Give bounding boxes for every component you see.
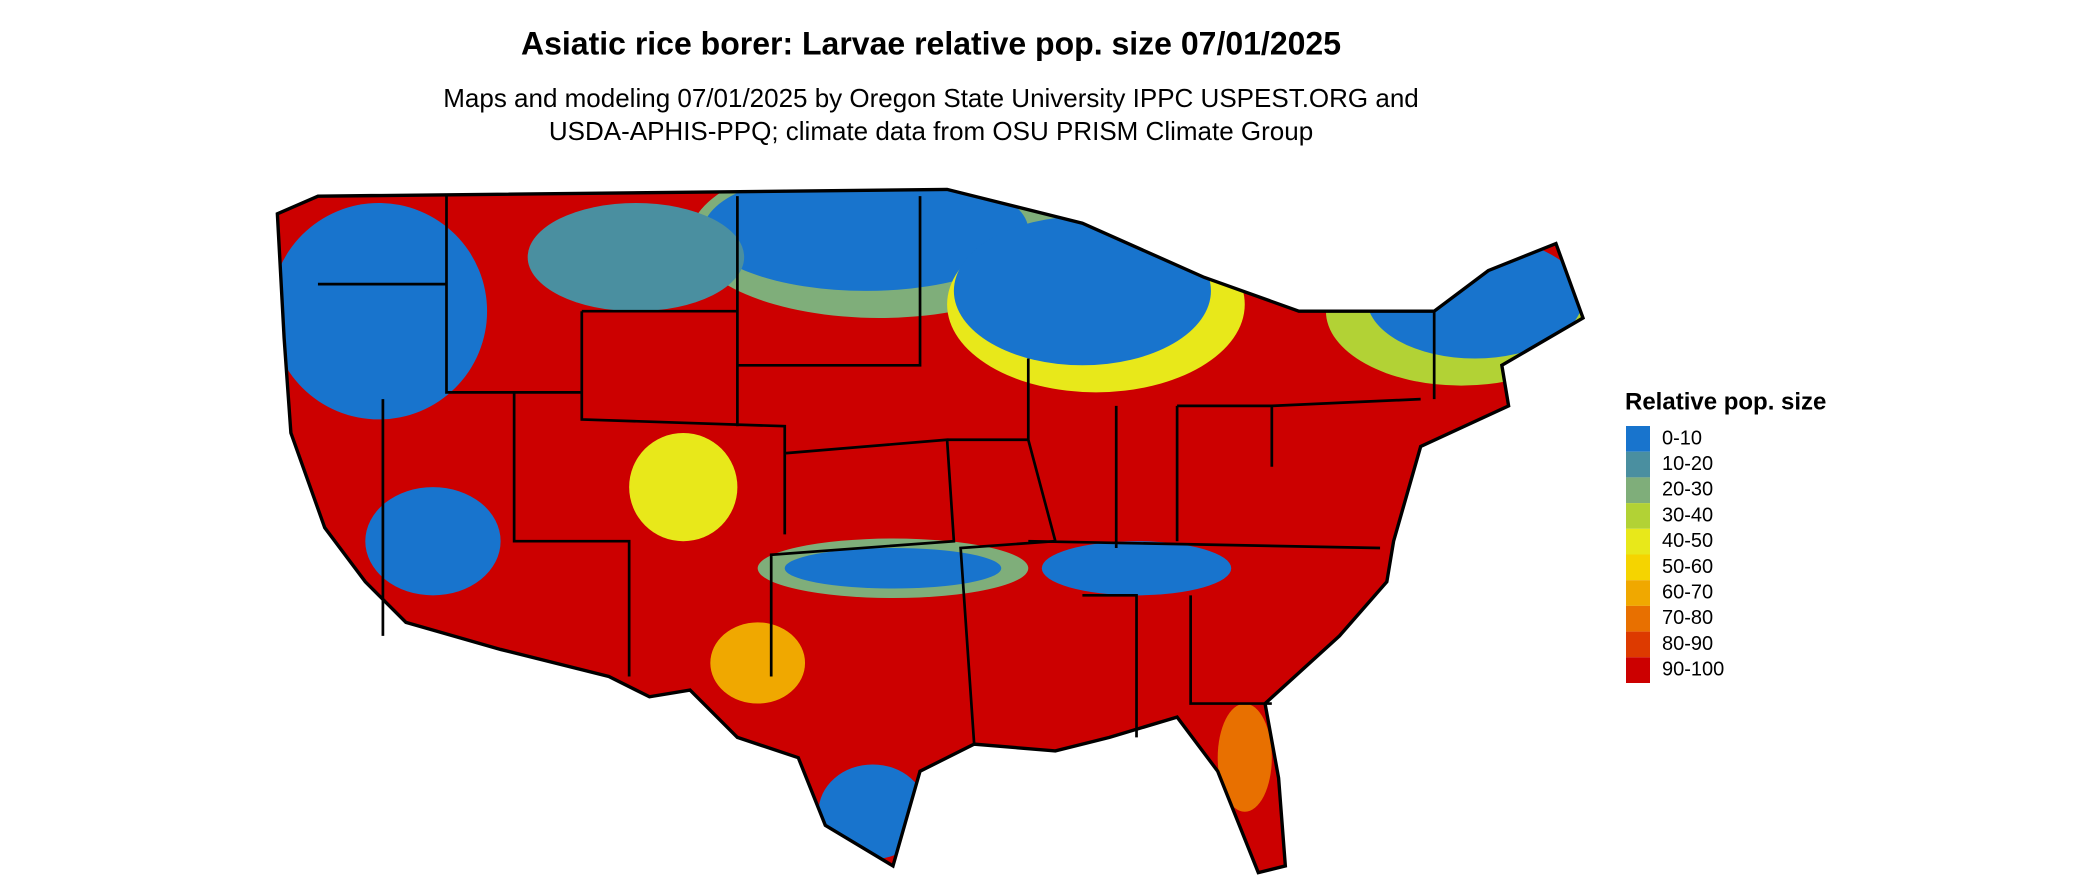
legend-label: 20-30 bbox=[1662, 479, 1713, 501]
legend-swatch bbox=[1626, 477, 1650, 504]
legend-label: 40-50 bbox=[1662, 530, 1713, 552]
legend: 0-10 10-20 20-30 30-40 40-50 50-60 60-70 70-80 8… bbox=[1626, 426, 1724, 683]
legend-label: 90-100 bbox=[1662, 659, 1724, 681]
legend-swatch bbox=[1626, 657, 1650, 683]
legend-label: 30-40 bbox=[1662, 504, 1713, 526]
subtitle: USDA-APHIS-PPQ; climate data from OSU PR… bbox=[549, 116, 1313, 146]
legend-swatch bbox=[1626, 503, 1650, 529]
legend-label: 80-90 bbox=[1662, 633, 1713, 655]
map bbox=[275, 187, 1586, 875]
subtitle: Maps and modeling 07/01/2025 by Oregon S… bbox=[443, 83, 1419, 113]
legend-label: 70-80 bbox=[1662, 607, 1713, 629]
legend-swatch bbox=[1626, 554, 1650, 581]
legend-label: 0-10 bbox=[1662, 427, 1702, 449]
legend-swatch bbox=[1626, 528, 1650, 555]
legend-label: 50-60 bbox=[1662, 556, 1713, 578]
legend-swatch bbox=[1626, 426, 1650, 452]
map-title: Asiatic rice borer: Larvae relative pop.… bbox=[521, 25, 1341, 61]
legend-swatch bbox=[1626, 631, 1650, 658]
legend-swatch bbox=[1626, 451, 1650, 478]
legend-swatch bbox=[1626, 580, 1650, 606]
legend-title: Relative pop. size bbox=[1625, 388, 1826, 415]
legend-swatch bbox=[1626, 605, 1650, 632]
legend-label: 60-70 bbox=[1662, 581, 1713, 603]
legend-label: 10-20 bbox=[1662, 453, 1713, 475]
